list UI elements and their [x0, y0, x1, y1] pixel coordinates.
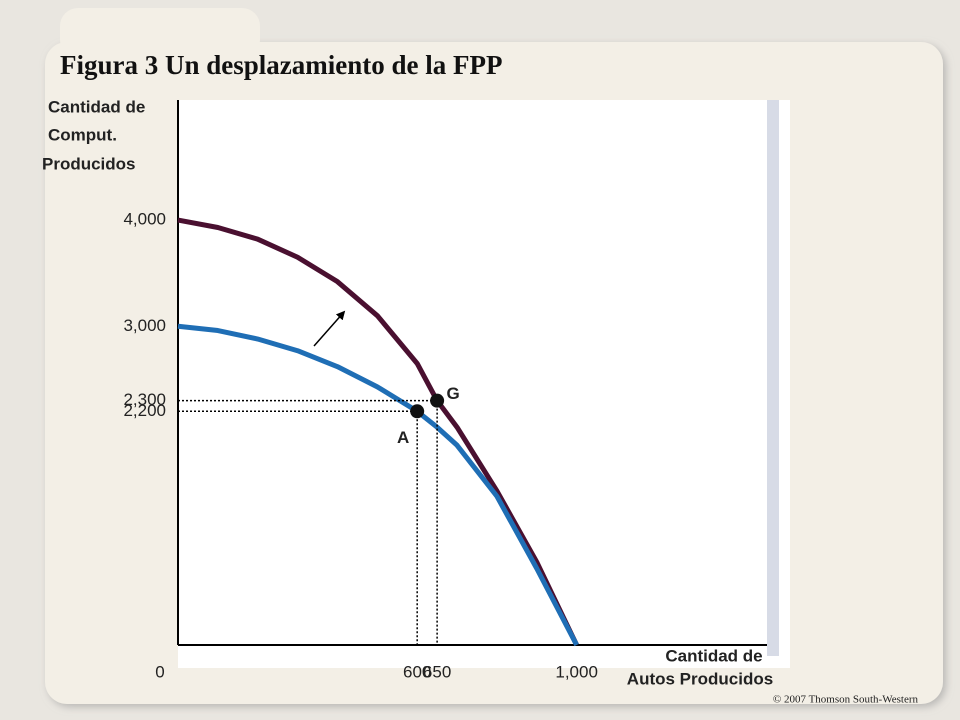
- y-axis-label: Cantidad de: [48, 97, 145, 116]
- point-marker: [430, 393, 445, 408]
- ppf-curve: [177, 217, 579, 647]
- point-label: G: [447, 384, 460, 403]
- point-marker: [410, 404, 425, 419]
- x-axis-label: Autos Producidos: [627, 669, 773, 688]
- x-tick-label: 600: [403, 662, 431, 681]
- x-tick-label: 650: [423, 662, 451, 681]
- credit: © 2007 Thomson South-Western: [773, 694, 919, 706]
- chart-title: Figura 3 Un desplazamiento de la FPP: [60, 50, 502, 80]
- plot-area: [178, 100, 790, 668]
- plot-shade: [767, 100, 779, 656]
- y-axis-label: Producidos: [42, 154, 136, 173]
- x-tick-label: 0: [155, 662, 164, 681]
- x-axis-label: Cantidad de: [665, 646, 762, 665]
- y-tick-label: 3,000: [123, 316, 166, 335]
- x-tick-label: 1,000: [555, 662, 598, 681]
- card-tab: [60, 8, 260, 58]
- y-tick-label: 4,000: [123, 210, 166, 229]
- ppf-curve: [177, 323, 579, 647]
- point-label: A: [397, 428, 409, 447]
- y-tick-label: 2,300: [123, 390, 166, 409]
- shift-arrow: [313, 310, 346, 347]
- y-tick-label: 2,200: [123, 401, 166, 420]
- y-axis-label: Comput.: [48, 125, 117, 144]
